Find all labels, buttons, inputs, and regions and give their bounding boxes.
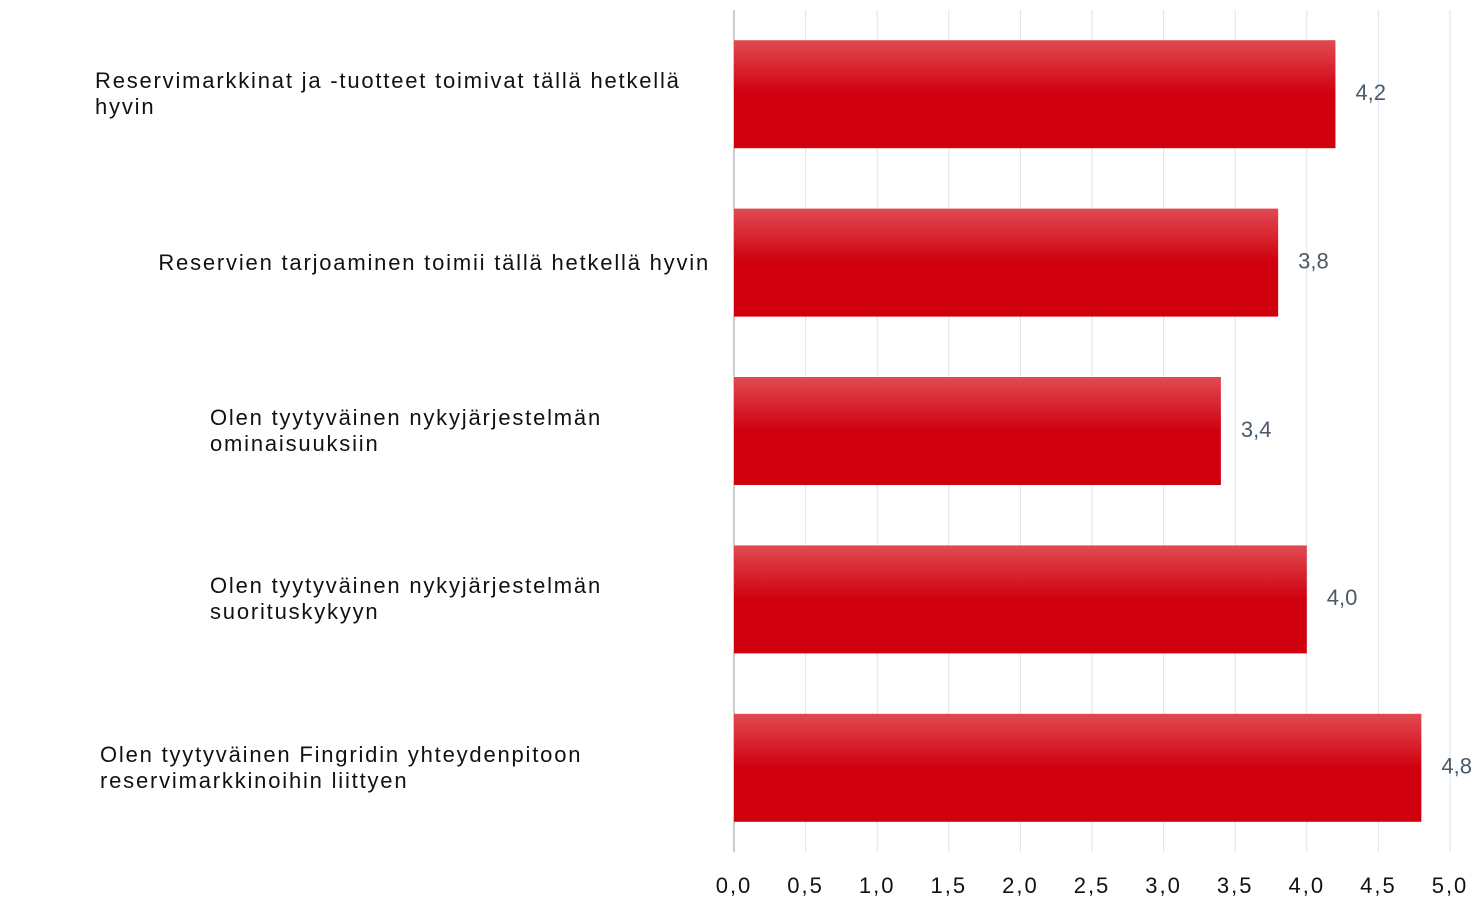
value-label: 4,0 [1327, 585, 1358, 610]
category-label: Olen tyytyväinen nykyjärjestelmän suorit… [210, 573, 602, 625]
value-label: 4,8 [1441, 754, 1472, 779]
x-tick-label: 5,0 [1432, 873, 1469, 898]
bar [734, 208, 1279, 317]
x-tick-label: 1,5 [931, 873, 968, 898]
x-tick-label: 2,5 [1074, 873, 1111, 898]
x-tick-label: 3,5 [1217, 873, 1254, 898]
value-label: 3,8 [1298, 248, 1329, 273]
x-tick-label: 4,5 [1360, 873, 1397, 898]
category-label: Olen tyytyväinen nykyjärjestelmän ominai… [210, 405, 602, 456]
bar [734, 545, 1307, 654]
bar [734, 40, 1336, 149]
category-label: Reservien tarjoaminen toimii tällä hetke… [158, 249, 710, 275]
value-label: 3,4 [1241, 417, 1272, 442]
bar [734, 377, 1221, 485]
x-tick-label: 1,0 [859, 873, 896, 898]
x-tick-label: 4,0 [1289, 873, 1326, 898]
category-label: Reservimarkkinat ja -tuotteet toimivat t… [95, 68, 681, 120]
x-tick-label: 0,0 [716, 873, 753, 898]
x-tick-label: 0,5 [787, 873, 824, 898]
x-tick-label: 2,0 [1002, 873, 1039, 898]
bar [734, 713, 1422, 822]
category-label: Olen tyytyväinen Fingridin yhteydenpitoo… [100, 741, 583, 793]
x-tick-label: 3,0 [1145, 873, 1182, 898]
value-label: 4,2 [1355, 80, 1386, 105]
